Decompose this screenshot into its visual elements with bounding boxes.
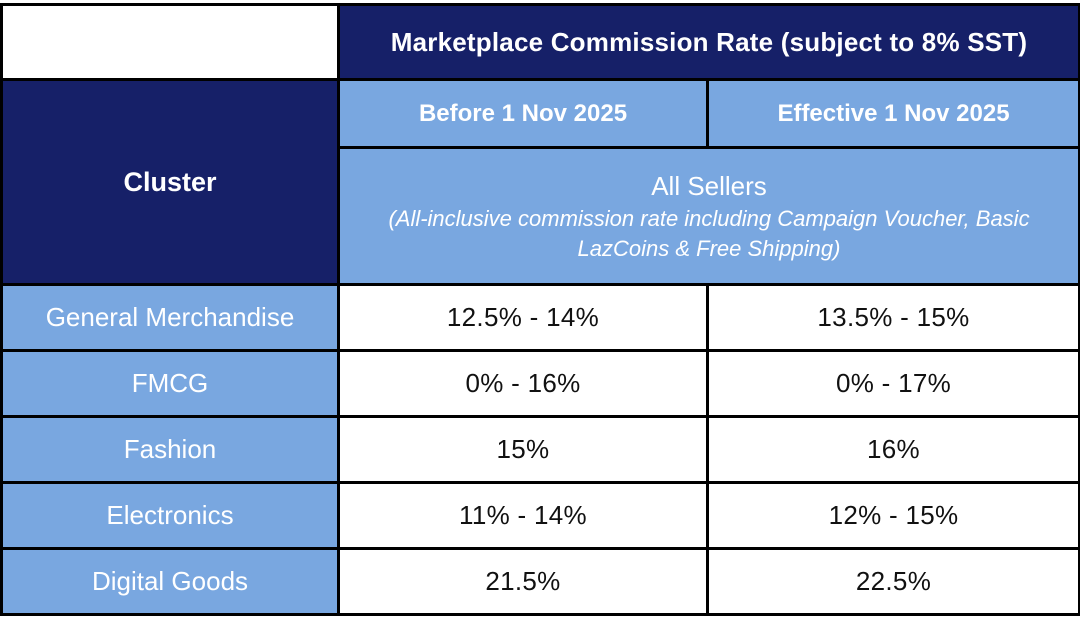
all-sellers-title: All Sellers: [651, 170, 767, 201]
value-fmcg-before: 0% - 16%: [337, 349, 709, 418]
table-row-fashion: Fashion 15% 16%: [0, 415, 1080, 484]
commission-rate-table: Marketplace Commission Rate (subject to …: [0, 3, 1080, 616]
table-row-electronics: Electronics 11% - 14% 12% - 15%: [0, 481, 1080, 550]
row-label-fashion: Fashion: [0, 415, 340, 484]
value-fmcg-effective: 0% - 17%: [705, 349, 1080, 418]
row-label-general-merchandise: General Merchandise: [0, 283, 340, 352]
table-row-main-header: Marketplace Commission Rate (subject to …: [0, 3, 1080, 81]
row-label-fmcg: FMCG: [0, 349, 340, 418]
value-electronics-effective: 12% - 15%: [705, 481, 1080, 550]
table-row-column-headers: Cluster Before 1 Nov 2025 Effective 1 No…: [0, 78, 1080, 286]
all-sellers-note: (All-inclusive commission rate including…: [388, 205, 1030, 261]
row-label-electronics: Electronics: [0, 481, 340, 550]
column-header-before: Before 1 Nov 2025: [337, 78, 709, 149]
value-digital-goods-effective: 22.5%: [705, 547, 1080, 616]
all-sellers-cell: All Sellers (All-inclusive commission ra…: [336, 146, 1080, 286]
value-general-merchandise-before: 12.5% - 14%: [337, 283, 709, 352]
column-header-effective: Effective 1 Nov 2025: [705, 78, 1080, 149]
corner-empty-cell: [0, 3, 340, 81]
row-label-digital-goods: Digital Goods: [0, 547, 340, 616]
table-row-fmcg: FMCG 0% - 16% 0% - 17%: [0, 349, 1080, 418]
table-row-digital-goods: Digital Goods 21.5% 22.5%: [0, 547, 1080, 616]
value-digital-goods-before: 21.5%: [337, 547, 709, 616]
cluster-header-cell: Cluster: [0, 78, 340, 286]
table-row-general-merchandise: General Merchandise 12.5% - 14% 13.5% - …: [0, 283, 1080, 352]
value-fashion-before: 15%: [337, 415, 709, 484]
main-header-cell: Marketplace Commission Rate (subject to …: [336, 3, 1080, 81]
value-electronics-before: 11% - 14%: [337, 481, 709, 550]
value-fashion-effective: 16%: [705, 415, 1080, 484]
value-general-merchandise-effective: 13.5% - 15%: [705, 283, 1080, 352]
table-row-all-sellers: All Sellers (All-inclusive commission ra…: [2, 146, 1080, 286]
